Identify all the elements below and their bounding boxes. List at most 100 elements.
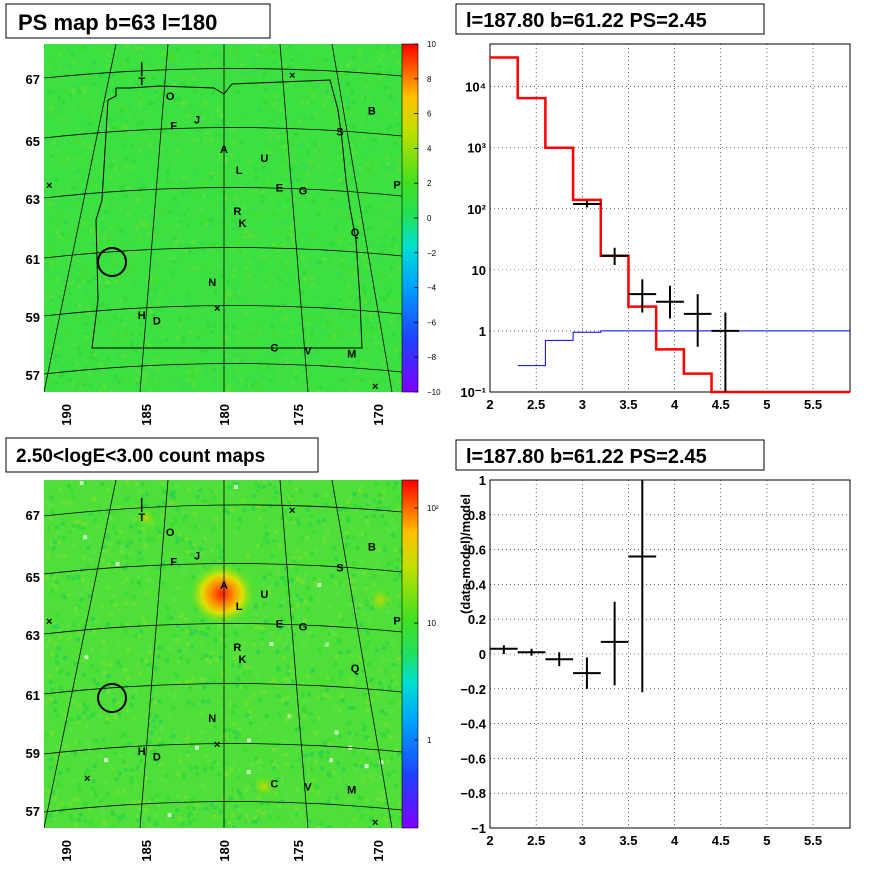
noise-pixel [396, 507, 401, 512]
noise-pixel [48, 765, 53, 770]
noise-pixel [367, 684, 372, 689]
noise-pixel [340, 181, 345, 186]
noise-pixel [366, 548, 371, 553]
noise-pixel [236, 240, 240, 245]
noise-pixel [268, 378, 272, 383]
noise-pixel [358, 52, 362, 57]
noise-pixel [323, 66, 328, 71]
noise-pixel [141, 527, 146, 532]
noise-pixel [313, 760, 318, 765]
noise-pixel [226, 75, 231, 79]
noise-pixel [176, 101, 181, 106]
noise-pixel [223, 633, 228, 638]
noise-pixel [195, 309, 199, 314]
source-label-L: L [236, 165, 243, 177]
noise-pixel [156, 654, 161, 659]
noise-pixel [176, 149, 181, 154]
noise-pixel [278, 543, 283, 548]
noise-pixel [283, 677, 288, 682]
noise-pixel [180, 627, 185, 632]
noise-pixel [135, 315, 140, 320]
noise-pixel [258, 253, 263, 258]
noise-pixel [392, 524, 397, 529]
noise-pixel [247, 709, 252, 714]
noise-pixel [55, 321, 60, 326]
noise-pixel [51, 188, 56, 193]
noise-pixel [166, 795, 171, 800]
noise-pixel [92, 764, 97, 768]
noise-pixel [190, 629, 195, 634]
noise-pixel [391, 768, 396, 773]
noise-pixel [247, 273, 252, 278]
noise-pixel [74, 611, 79, 616]
noise-pixel [345, 542, 350, 547]
noise-pixel [234, 299, 239, 304]
noise-pixel [188, 540, 193, 545]
noise-pixel [268, 127, 273, 132]
noise-pixel [309, 276, 314, 280]
noise-pixel [251, 494, 256, 499]
noise-pixel [165, 606, 170, 611]
noise-pixel [316, 162, 321, 167]
noise-pixel [365, 272, 370, 277]
noise-pixel [154, 230, 159, 235]
noise-pixel [175, 202, 180, 207]
noise-pixel [368, 98, 373, 103]
noise-pixel [286, 634, 291, 638]
noise-pixel [92, 157, 97, 162]
noise-pixel [386, 91, 391, 96]
noise-pixel [76, 280, 81, 285]
noise-pixel [235, 45, 240, 50]
noise-pixel [104, 720, 109, 725]
noise-pixel [360, 667, 365, 672]
noise-pixel [74, 360, 79, 365]
noise-pixel [91, 583, 95, 588]
noise-pixel [102, 235, 107, 240]
noise-pixel [262, 254, 267, 259]
noise-pixel [103, 780, 108, 785]
noise-pixel [206, 699, 211, 704]
count-map-blobs [134, 508, 394, 798]
noise-pixel [157, 699, 162, 704]
noise-pixel [262, 480, 267, 485]
noise-pixel [310, 352, 315, 357]
noise-pixel [290, 68, 295, 73]
noise-pixel [268, 563, 273, 568]
noise-pixel [339, 68, 343, 73]
colorbar-tick-label: −2 [427, 249, 437, 258]
noise-pixel [220, 273, 225, 278]
noise-pixel [364, 150, 369, 155]
noise-pixel [347, 705, 352, 710]
noise-pixel [158, 741, 162, 745]
noise-pixel [267, 591, 272, 596]
noise-pixel [262, 100, 267, 105]
source-label-C: C [270, 342, 278, 354]
noise-pixel [289, 607, 294, 612]
noise-pixel [90, 181, 95, 186]
map-x-tick-label: 190 [59, 404, 74, 426]
noise-pixel [157, 530, 162, 535]
noise-pixel [326, 530, 331, 535]
noise-pixel [186, 206, 191, 211]
y-tick-label: 0.6 [468, 543, 486, 558]
noise-pixel [186, 487, 191, 492]
noise-pixel [147, 364, 152, 369]
noise-pixel [99, 604, 104, 609]
noise-pixel [86, 129, 91, 134]
noise-pixel [276, 258, 281, 263]
noise-pixel [302, 713, 307, 718]
noise-pixel [61, 100, 66, 105]
noise-pixel [217, 189, 222, 194]
noise-pixel [126, 709, 131, 714]
noise-pixel [248, 721, 253, 726]
noise-pixel [166, 97, 171, 102]
noise-pixel [352, 504, 357, 508]
noise-pixel [149, 731, 154, 735]
noise-pixel [231, 813, 235, 818]
noise-pixel [269, 642, 274, 646]
noise-pixel [213, 488, 217, 493]
noise-pixel [55, 353, 60, 358]
noise-pixel [161, 771, 166, 776]
noise-pixel [84, 321, 89, 326]
noise-pixel [192, 106, 197, 111]
